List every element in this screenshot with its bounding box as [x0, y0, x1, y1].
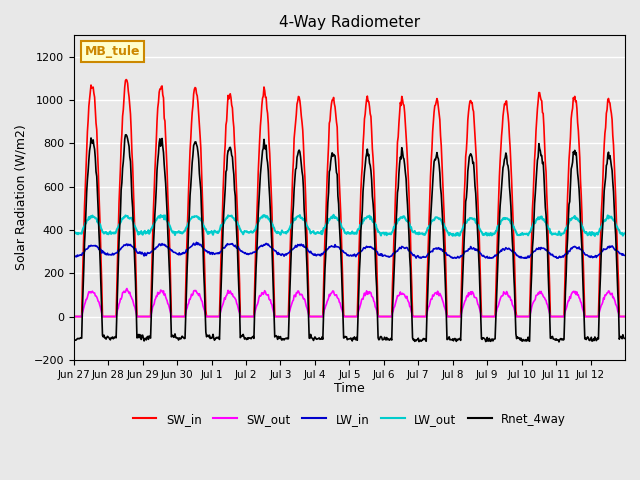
Rnet_4way	[620, 336, 628, 341]
SW_in	[70, 313, 77, 319]
SW_out	[285, 313, 292, 319]
Rnet_4way	[135, 335, 143, 341]
SW_out	[123, 286, 131, 291]
SW_in	[135, 313, 143, 319]
LW_out	[437, 217, 445, 223]
SW_in	[236, 313, 244, 319]
LW_out	[620, 230, 628, 236]
LW_out	[70, 230, 77, 236]
Line: LW_in: LW_in	[74, 242, 624, 258]
SW_out	[236, 313, 244, 319]
Rnet_4way	[555, 339, 563, 345]
Line: Rnet_4way: Rnet_4way	[74, 135, 624, 342]
LW_in	[285, 250, 292, 256]
SW_in	[406, 230, 414, 236]
LW_in	[417, 255, 425, 261]
LW_in	[264, 242, 271, 248]
LW_out	[330, 212, 337, 218]
LW_out	[263, 213, 271, 219]
Line: SW_out: SW_out	[74, 288, 624, 316]
Rnet_4way	[70, 336, 77, 342]
LW_in	[236, 248, 244, 253]
LW_out	[284, 229, 291, 235]
LW_in	[70, 252, 77, 258]
SW_in	[437, 143, 445, 149]
LW_in	[193, 240, 200, 245]
LW_in	[406, 250, 414, 256]
LW_out	[236, 225, 243, 231]
LW_in	[438, 247, 446, 252]
Y-axis label: Solar Radiation (W/m2): Solar Radiation (W/m2)	[15, 125, 28, 270]
SW_in	[122, 77, 130, 83]
Text: MB_tule: MB_tule	[85, 45, 140, 58]
SW_in	[620, 313, 628, 319]
Rnet_4way	[406, 265, 414, 271]
SW_out	[437, 294, 445, 300]
SW_out	[135, 313, 143, 319]
Title: 4-Way Radiometer: 4-Way Radiometer	[279, 15, 420, 30]
X-axis label: Time: Time	[334, 382, 365, 396]
Line: SW_in: SW_in	[74, 80, 624, 316]
Rnet_4way	[122, 132, 130, 138]
Rnet_4way	[264, 160, 271, 166]
SW_out	[70, 313, 77, 319]
LW_in	[620, 252, 628, 258]
Rnet_4way	[437, 192, 445, 197]
SW_in	[264, 110, 271, 116]
SW_out	[264, 292, 271, 298]
LW_in	[134, 250, 142, 255]
LW_out	[134, 232, 142, 238]
SW_out	[620, 313, 628, 319]
SW_in	[285, 313, 292, 319]
SW_out	[406, 304, 414, 310]
LW_out	[591, 233, 598, 239]
LW_out	[406, 225, 414, 230]
Rnet_4way	[236, 335, 244, 340]
Legend: SW_in, SW_out, LW_in, LW_out, Rnet_4way: SW_in, SW_out, LW_in, LW_out, Rnet_4way	[128, 408, 571, 431]
Line: LW_out: LW_out	[74, 215, 624, 236]
Rnet_4way	[285, 336, 292, 342]
